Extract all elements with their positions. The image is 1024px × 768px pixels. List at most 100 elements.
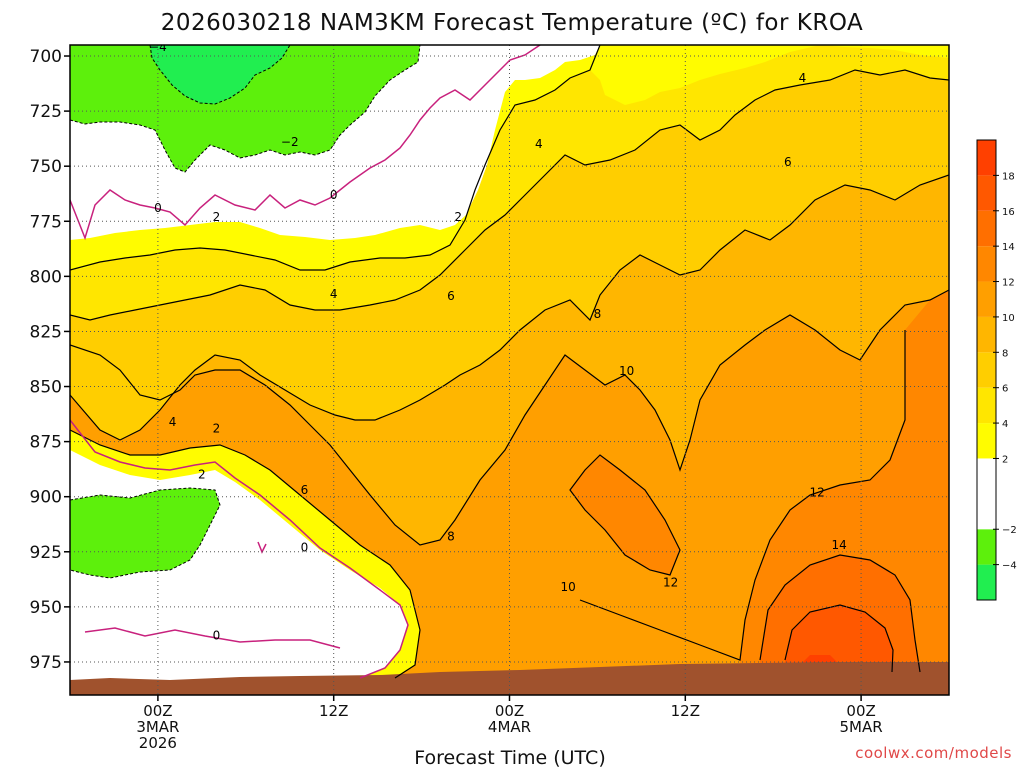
ground-terrain bbox=[70, 662, 949, 695]
colorbar-tick-label: −4 bbox=[1002, 561, 1017, 572]
isotherm-10 bbox=[579, 330, 906, 661]
freezing-line-upper bbox=[70, 45, 541, 241]
contour-label: 10 bbox=[619, 364, 634, 378]
y-tick-label: 975 bbox=[30, 653, 62, 673]
contour-label: 12 bbox=[810, 485, 825, 499]
freezing-isotherm bbox=[70, 45, 541, 679]
colorbar-tick-label: 6 bbox=[1002, 384, 1008, 395]
band-minus4-upper bbox=[150, 45, 290, 104]
colorbar-swatch bbox=[977, 175, 996, 211]
y-tick-label: 750 bbox=[30, 157, 62, 177]
isotherm-minus2-lower bbox=[70, 487, 221, 579]
isotherm-minus2-upper bbox=[70, 45, 421, 173]
contour-label: 0 bbox=[154, 201, 162, 215]
chart-title: 2026030218 NAM3KM Forecast Temperature (… bbox=[161, 10, 864, 36]
isotherm-4 bbox=[70, 69, 949, 321]
contour-label: 0 bbox=[301, 540, 309, 554]
x-tick-label: 5MAR bbox=[840, 718, 883, 736]
contour-label: 2 bbox=[198, 468, 206, 482]
colorbar-swatch bbox=[977, 281, 996, 317]
colorbar-swatch bbox=[977, 140, 996, 176]
x-tick-label: 3MAR bbox=[136, 718, 179, 736]
contour-label: 4 bbox=[535, 137, 543, 151]
isotherm-lines bbox=[70, 45, 949, 679]
contour-label: 6 bbox=[447, 289, 455, 303]
colorbar-tick-label: 4 bbox=[1002, 419, 1008, 430]
band-10-12-mid bbox=[570, 455, 680, 575]
colorbar-tick-label: 16 bbox=[1002, 207, 1015, 218]
colorbar: −4 −2 2 4 6 8 10 12 14 16 18 bbox=[976, 139, 1017, 601]
x-tick-label: 00Z bbox=[143, 702, 172, 720]
contour-label: 0 bbox=[330, 188, 338, 202]
colorbar-tick-label: 10 bbox=[1002, 313, 1015, 324]
colorbar-swatch bbox=[977, 529, 996, 565]
contour-label: 4 bbox=[169, 415, 177, 429]
isotherm-2 bbox=[70, 45, 601, 271]
colorbar-swatch bbox=[977, 316, 996, 353]
colorbar-swatch bbox=[977, 352, 996, 388]
isotherm-6 bbox=[70, 174, 949, 441]
contour-label: 10 bbox=[560, 580, 575, 594]
contour-label: 6 bbox=[301, 483, 309, 497]
contour-label: −2 bbox=[281, 135, 299, 149]
contour-label: 8 bbox=[447, 529, 455, 543]
colorbar-swatch bbox=[977, 493, 996, 530]
colorbar-swatch bbox=[977, 564, 996, 600]
contour-label: 2 bbox=[213, 421, 221, 435]
colorbar-frame bbox=[976, 139, 997, 601]
band-10-12 bbox=[740, 290, 949, 672]
colorbar-tick-label: 2 bbox=[1002, 454, 1008, 465]
isotherm-12 bbox=[759, 554, 921, 673]
x-tick-label: 00Z bbox=[495, 702, 524, 720]
colorbar-tick-label: 12 bbox=[1002, 278, 1015, 289]
colorbar-swatch bbox=[977, 423, 996, 459]
contour-label: 14 bbox=[831, 538, 846, 552]
y-tick-label: 875 bbox=[30, 433, 62, 453]
y-tick-label: 850 bbox=[30, 378, 62, 398]
isotherm-14 bbox=[784, 604, 894, 673]
colorbar-swatch bbox=[977, 387, 996, 424]
y-tick-label: 950 bbox=[30, 598, 62, 618]
isotherm-8 bbox=[70, 289, 949, 546]
contour-label: 6 bbox=[784, 155, 792, 169]
credit-text: coolwx.com/models bbox=[855, 744, 1012, 762]
y-axis: 700 725 750 775 800 825 850 875 900 925 950 975 bbox=[30, 47, 70, 673]
colorbar-tick-label: 8 bbox=[1002, 348, 1008, 359]
contour-label: 8 bbox=[594, 307, 602, 321]
y-tick-label: 900 bbox=[30, 488, 62, 508]
y-tick-label: 725 bbox=[30, 102, 62, 122]
temperature-field: −4−2002464246810422680010121214 bbox=[70, 40, 949, 695]
freezing-line-bottom bbox=[84, 627, 341, 649]
x-tick-label: 2026 bbox=[139, 734, 177, 752]
colorbar-tick-label: −2 bbox=[1002, 525, 1017, 536]
isotherm-12-mid bbox=[569, 454, 681, 576]
colorbar-tick-label: 14 bbox=[1002, 242, 1015, 253]
grid-lines bbox=[70, 45, 949, 695]
contour-label: 12 bbox=[663, 576, 678, 590]
contour-label: 4 bbox=[799, 71, 807, 85]
y-tick-label: 700 bbox=[30, 47, 62, 67]
negative-isotherms bbox=[70, 45, 421, 579]
y-tick-label: 775 bbox=[30, 212, 62, 232]
band-minus2-lower bbox=[70, 488, 220, 578]
y-tick-label: 825 bbox=[30, 322, 62, 342]
band-minus2-minus4-upper bbox=[70, 45, 420, 172]
isotherm-minus4-upper bbox=[149, 45, 291, 105]
contour-label: 2 bbox=[454, 210, 462, 224]
x-tick-label: 4MAR bbox=[488, 718, 531, 736]
x-tick-label: 12Z bbox=[671, 702, 700, 720]
contour-label: 2 bbox=[213, 210, 221, 224]
colorbar-tick-label: 18 bbox=[1002, 171, 1015, 182]
y-tick-label: 925 bbox=[30, 543, 62, 563]
x-tick-label: 12Z bbox=[319, 702, 348, 720]
x-tick-label: 00Z bbox=[846, 702, 875, 720]
x-axis-label: Forecast Time (UTC) bbox=[414, 747, 605, 768]
colorbar-swatch bbox=[977, 246, 996, 282]
contour-label: −4 bbox=[149, 40, 167, 54]
colorbar-swatch bbox=[977, 458, 996, 494]
colorbar-swatch bbox=[977, 210, 996, 247]
contour-label: 0 bbox=[213, 629, 221, 643]
y-tick-label: 800 bbox=[30, 267, 62, 287]
